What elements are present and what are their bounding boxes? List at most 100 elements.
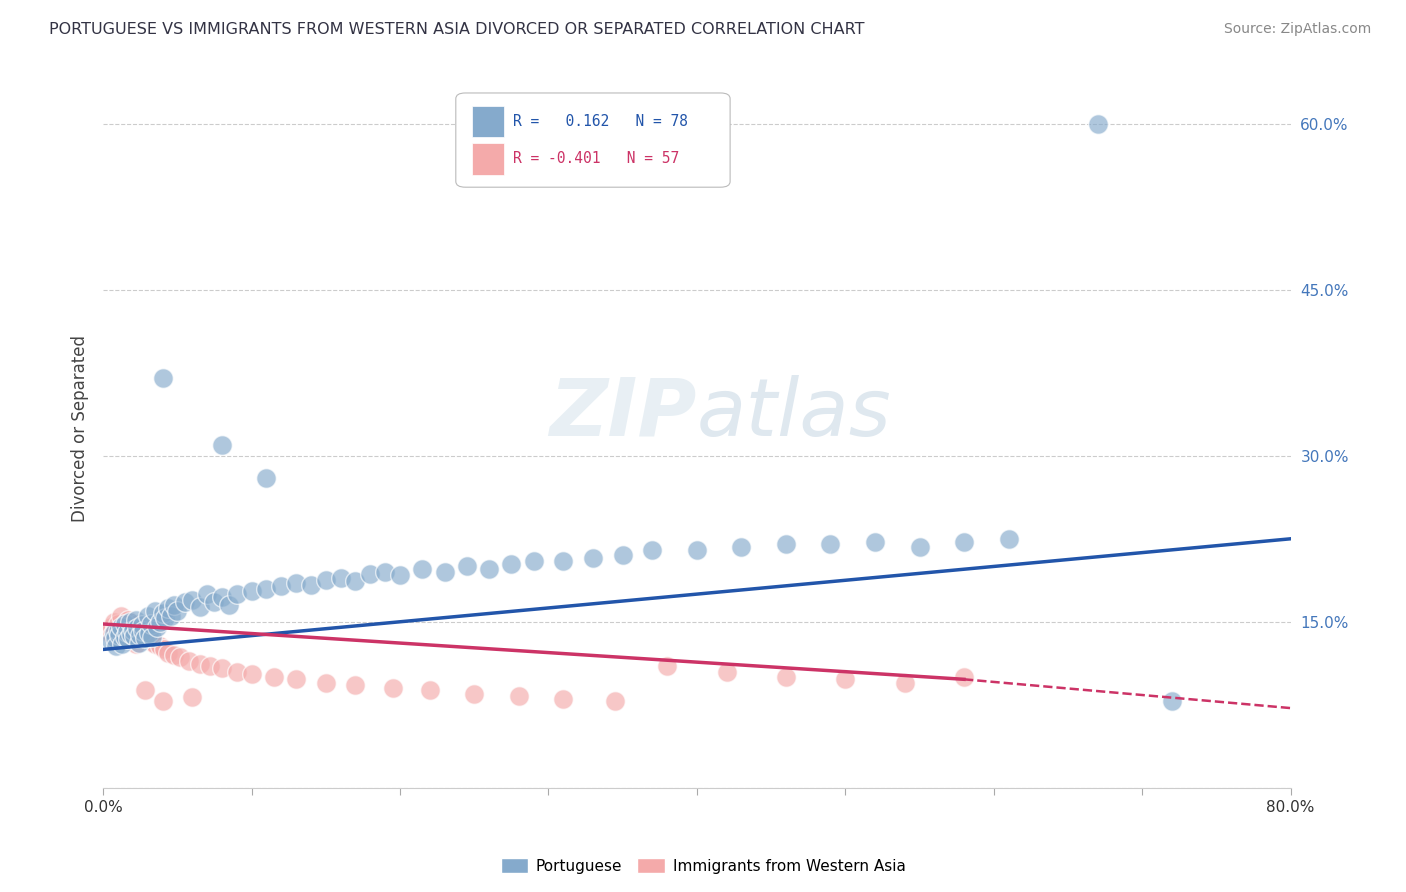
Point <box>136 609 159 624</box>
Point <box>124 629 146 643</box>
Point <box>143 604 166 618</box>
Point <box>179 653 201 667</box>
Point <box>103 615 125 629</box>
Point <box>188 657 211 671</box>
Point <box>141 634 163 648</box>
Point <box>374 565 396 579</box>
Point <box>299 578 322 592</box>
Point <box>100 633 122 648</box>
Point <box>344 678 367 692</box>
Point <box>478 562 501 576</box>
Point <box>120 620 142 634</box>
Point <box>127 617 149 632</box>
Point <box>128 636 150 650</box>
Point <box>285 673 308 687</box>
Point <box>114 617 136 632</box>
Point <box>160 609 183 624</box>
Point <box>111 637 134 651</box>
FancyBboxPatch shape <box>456 93 730 187</box>
Point <box>181 690 204 704</box>
Point <box>240 666 263 681</box>
Point <box>108 624 131 639</box>
Point <box>419 683 441 698</box>
Point <box>411 562 433 576</box>
Text: R = -0.401   N = 57: R = -0.401 N = 57 <box>513 152 679 166</box>
Point <box>118 615 141 629</box>
Point <box>163 598 186 612</box>
Point <box>145 620 167 634</box>
Point <box>105 632 128 646</box>
Point <box>129 628 152 642</box>
Point <box>863 535 886 549</box>
Point <box>107 624 129 638</box>
Point <box>114 617 136 632</box>
Point <box>163 648 186 662</box>
Point <box>775 670 797 684</box>
Point <box>152 694 174 708</box>
Point <box>456 559 478 574</box>
Point <box>730 540 752 554</box>
Point <box>100 620 122 634</box>
Point <box>120 627 142 641</box>
Point <box>138 625 160 640</box>
Point <box>211 591 233 605</box>
Point <box>121 623 143 637</box>
Point <box>211 438 233 452</box>
Point <box>582 550 605 565</box>
Point <box>315 675 337 690</box>
Point <box>157 646 180 660</box>
Point <box>198 659 221 673</box>
Point <box>117 613 139 627</box>
Point <box>138 632 160 646</box>
Point <box>134 683 156 698</box>
Point <box>657 659 679 673</box>
Point <box>254 471 277 485</box>
Point <box>388 568 411 582</box>
Point <box>114 630 136 644</box>
Point <box>381 681 404 695</box>
Point <box>218 598 240 612</box>
Point <box>124 623 146 637</box>
Point <box>115 632 138 646</box>
Point <box>270 579 292 593</box>
Point <box>553 554 575 568</box>
Point <box>152 606 174 620</box>
Point <box>125 613 148 627</box>
Point <box>108 628 131 642</box>
Point <box>110 609 132 624</box>
Point <box>553 692 575 706</box>
Point <box>98 625 121 640</box>
Point <box>101 628 124 642</box>
Point <box>523 554 546 568</box>
Point <box>893 675 915 690</box>
Point <box>225 665 247 679</box>
Point <box>820 537 842 551</box>
Text: PORTUGUESE VS IMMIGRANTS FROM WESTERN ASIA DIVORCED OR SEPARATED CORRELATION CHA: PORTUGUESE VS IMMIGRANTS FROM WESTERN AS… <box>49 22 865 37</box>
Text: Source: ZipAtlas.com: Source: ZipAtlas.com <box>1223 22 1371 37</box>
Point <box>153 642 176 657</box>
Point <box>1160 694 1182 708</box>
Point <box>716 665 738 679</box>
Point <box>112 623 135 637</box>
Point <box>953 670 976 684</box>
Point <box>141 630 163 644</box>
Point <box>128 632 150 646</box>
Point <box>105 639 128 653</box>
Point <box>103 625 125 640</box>
Y-axis label: Divorced or Separated: Divorced or Separated <box>72 334 89 522</box>
Text: atlas: atlas <box>697 375 891 453</box>
Point <box>110 620 132 634</box>
Point <box>104 632 127 646</box>
Text: ZIP: ZIP <box>550 375 697 453</box>
Point <box>254 582 277 596</box>
Point <box>104 623 127 637</box>
Point <box>107 617 129 632</box>
Point <box>315 573 337 587</box>
FancyBboxPatch shape <box>472 105 505 137</box>
Point <box>132 628 155 642</box>
Point <box>148 615 170 629</box>
Point <box>127 622 149 636</box>
Point <box>612 549 634 563</box>
Point <box>1087 117 1109 131</box>
Point <box>605 694 627 708</box>
